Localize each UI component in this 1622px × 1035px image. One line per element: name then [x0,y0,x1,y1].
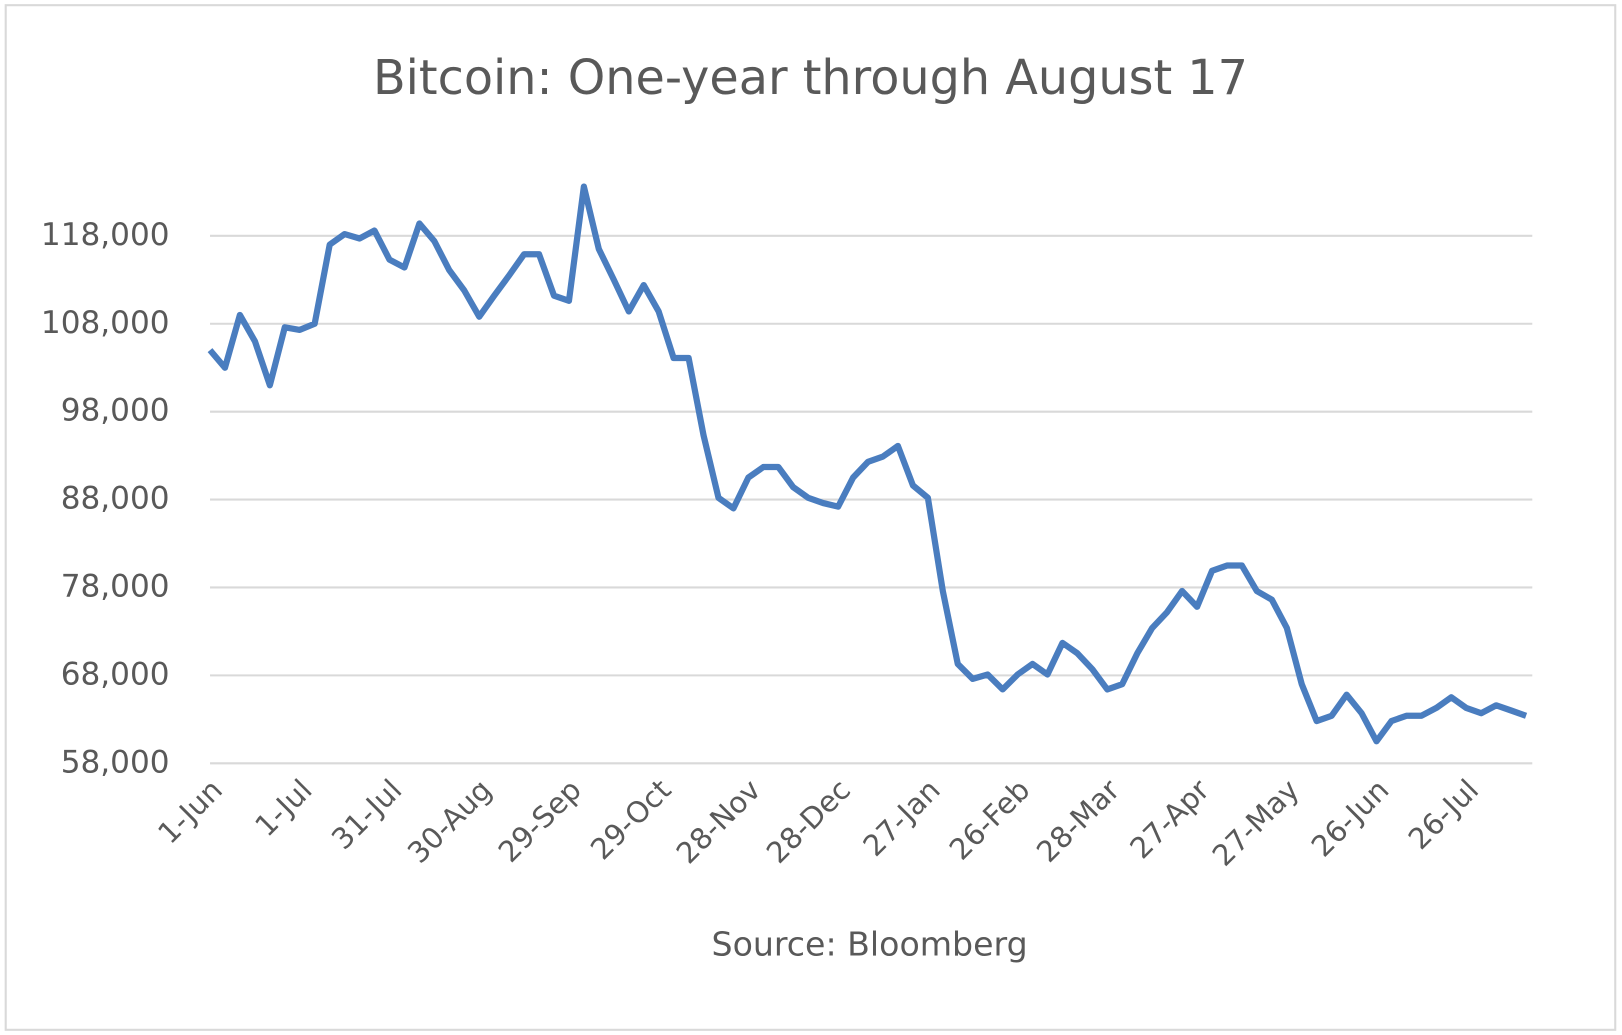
y-tick-label: 108,000 [41,305,170,341]
y-tick-label: 98,000 [61,393,170,429]
y-tick-label: 118,000 [41,217,170,253]
chart-border [4,4,1617,1031]
chart-title: Bitcoin: One-year through August 17 [373,51,1248,106]
y-tick-label: 68,000 [61,656,170,692]
y-tick-label: 78,000 [61,568,170,604]
y-tick-label: 88,000 [61,481,170,517]
y-tick-label: 58,000 [61,744,170,780]
source-note: Source: Bloomberg [712,924,1028,963]
price-line [207,183,1528,745]
